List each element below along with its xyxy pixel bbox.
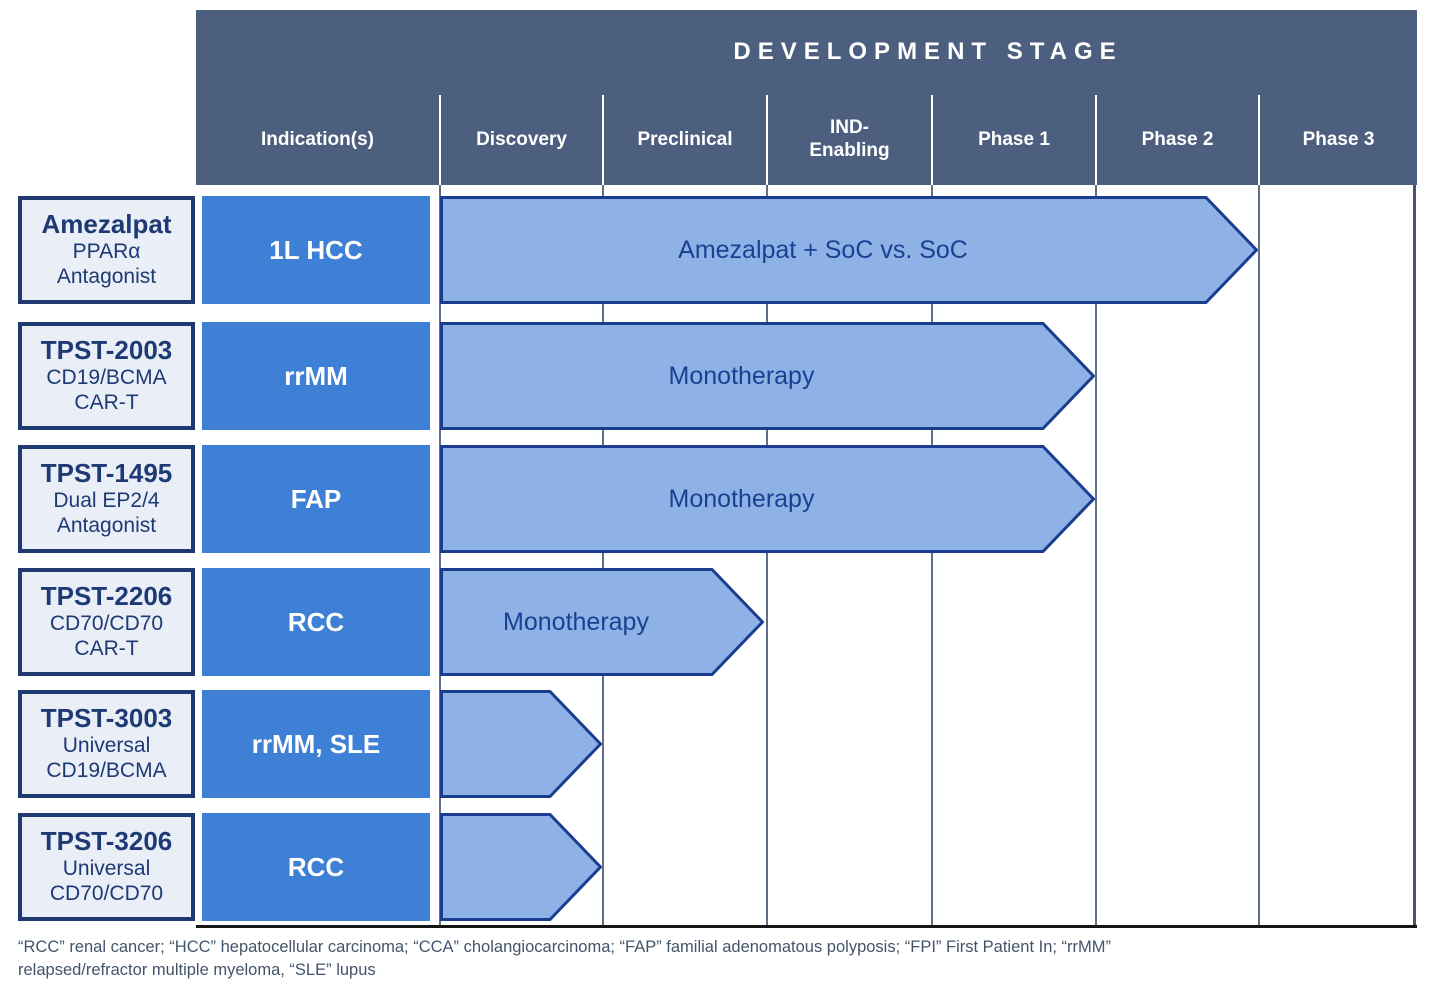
program-moa: CD70/CD70 CAR-T xyxy=(49,611,164,660)
program-card: TPST-3206 Universal CD70/CD70 xyxy=(18,813,195,921)
column-header-phase-1: Phase 1 xyxy=(931,95,1095,185)
stage-gridline xyxy=(931,185,933,925)
column-header-discovery: Discovery xyxy=(439,95,602,185)
arrow-label: Monotherapy xyxy=(668,361,815,390)
arrow-label: Monotherapy xyxy=(503,607,649,636)
stage-gridline xyxy=(1095,185,1097,925)
pipeline-arrow: Monotherapy xyxy=(440,322,1095,430)
column-header-indications: Indication(s) xyxy=(261,128,374,150)
program-moa: PPARα Antagonist xyxy=(56,239,157,288)
program-moa: Universal CD19/BCMA xyxy=(46,733,167,782)
program-name: TPST-3206 xyxy=(40,825,173,856)
program-moa: Dual EP2/4 Antagonist xyxy=(53,488,160,537)
indication-label: 1L HCC xyxy=(269,234,363,265)
arrow-label xyxy=(440,813,550,921)
column-header-phase-2: Phase 2 xyxy=(1095,95,1258,185)
footnote-line-1: “RCC” renal cancer; “HCC” hepatocellular… xyxy=(18,938,1112,956)
indication-cell: rrMM xyxy=(202,322,430,430)
program-card: Amezalpat PPARα Antagonist xyxy=(18,196,195,304)
indication-label: rrMM, SLE xyxy=(251,728,381,759)
indication-label: RCC xyxy=(287,606,345,637)
arrow-label xyxy=(440,690,550,798)
program-card: TPST-2003 CD19/BCMA CAR-T xyxy=(18,322,195,430)
stage-gridline xyxy=(1258,185,1260,925)
column-header-preclinical: Preclinical xyxy=(602,95,766,185)
program-name: TPST-1495 xyxy=(40,457,173,488)
program-moa: CD19/BCMA CAR-T xyxy=(46,365,167,414)
indication-label: rrMM xyxy=(284,360,348,391)
program-name: TPST-3003 xyxy=(40,702,173,733)
program-card: TPST-3003 Universal CD19/BCMA xyxy=(18,690,195,798)
pipeline-arrow: Monotherapy xyxy=(440,568,764,676)
development-stage-header: DEVELOPMENT STAGE Indication(s) Discover… xyxy=(196,10,1417,185)
chart-right-border xyxy=(1413,185,1416,925)
program-name: TPST-2003 xyxy=(40,334,173,365)
stage-gridline xyxy=(439,185,441,925)
column-header-phase-3: Phase 3 xyxy=(1258,95,1417,185)
program-name: TPST-2206 xyxy=(40,580,173,611)
chart-baseline xyxy=(196,925,1417,928)
column-header-ind-enabling: IND- Enabling xyxy=(766,95,931,185)
arrow-label: Monotherapy xyxy=(668,484,815,513)
program-name: Amezalpat xyxy=(41,208,172,239)
program-moa: Universal CD70/CD70 xyxy=(49,856,164,905)
arrow-label: Amezalpat + SoC vs. SoC xyxy=(678,235,968,264)
stage-gridline xyxy=(766,185,768,925)
indication-cell: RCC xyxy=(202,813,430,921)
indication-label: FAP xyxy=(290,483,342,514)
program-card: TPST-2206 CD70/CD70 CAR-T xyxy=(18,568,195,676)
pipeline-arrow xyxy=(440,690,602,798)
footnote-line-2: relapsed/refractor multiple myeloma, “SL… xyxy=(18,961,376,980)
stage-column-headers: Indication(s) Discovery Preclinical IND-… xyxy=(196,95,1417,185)
indication-label: RCC xyxy=(287,851,345,882)
header-title: DEVELOPMENT STAGE xyxy=(733,37,1123,65)
pipeline-arrow: Monotherapy xyxy=(440,445,1095,553)
abbreviation-footnote: “RCC” renal cancer; “HCC” hepatocellular… xyxy=(18,936,1416,982)
program-card: TPST-1495 Dual EP2/4 Antagonist xyxy=(18,445,195,553)
indication-cell: FAP xyxy=(202,445,430,553)
indication-cell: RCC xyxy=(202,568,430,676)
indication-cell: 1L HCC xyxy=(202,196,430,304)
indication-cell: rrMM, SLE xyxy=(202,690,430,798)
stage-gridline xyxy=(602,185,604,925)
pipeline-arrow: Amezalpat + SoC vs. SoC xyxy=(440,196,1258,304)
pipeline-arrow xyxy=(440,813,602,921)
